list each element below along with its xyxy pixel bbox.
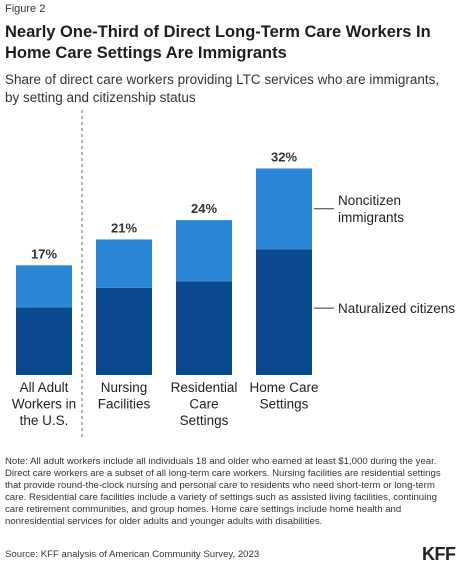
data-label-total-1: 21% <box>111 220 137 235</box>
bar-naturalized-0 <box>16 307 72 375</box>
bar-noncitizen-0 <box>16 265 72 308</box>
category-label-3-0: Home Care <box>249 380 318 395</box>
legend-label-naturalized: Naturalized citizens <box>338 301 455 316</box>
chart-source: Source: KFF analysis of American Communi… <box>5 549 260 560</box>
figure-label: Figure 2 <box>5 3 46 15</box>
data-label-total-0: 17% <box>31 246 57 261</box>
chart-title: Nearly One-Third of Direct Long-Term Car… <box>5 23 431 62</box>
data-label-total-3: 32% <box>271 149 297 164</box>
category-label-0-0: All Adult <box>20 380 69 395</box>
data-label-total-2: 24% <box>191 201 217 216</box>
bar-naturalized-3 <box>256 249 312 375</box>
bar-noncitizen-1 <box>96 239 152 288</box>
category-label-2-0: Residential <box>171 380 238 395</box>
category-label-0-2: the U.S. <box>20 413 69 428</box>
category-label-3-1: Settings <box>260 397 309 412</box>
chart-subtitle: Share of direct care workers providing L… <box>5 72 440 105</box>
category-label-1-0: Nursing <box>101 380 148 395</box>
bar-noncitizen-3 <box>256 168 312 250</box>
legend-label-noncitizen: immigrants <box>338 210 404 225</box>
chart-note: Note: All adult workers include all indi… <box>5 456 441 528</box>
category-label-2-2: Settings <box>180 413 229 428</box>
category-label-0-1: Workers in <box>12 397 76 412</box>
category-label-1-1: Facilities <box>98 397 151 412</box>
bar-noncitizen-2 <box>176 220 232 282</box>
kff-logo: KFF <box>422 544 456 564</box>
category-label-2-1: Care <box>189 397 218 412</box>
bar-naturalized-1 <box>96 287 152 375</box>
bar-naturalized-2 <box>176 281 232 375</box>
legend-label-noncitizen: Noncitizen <box>338 193 401 208</box>
